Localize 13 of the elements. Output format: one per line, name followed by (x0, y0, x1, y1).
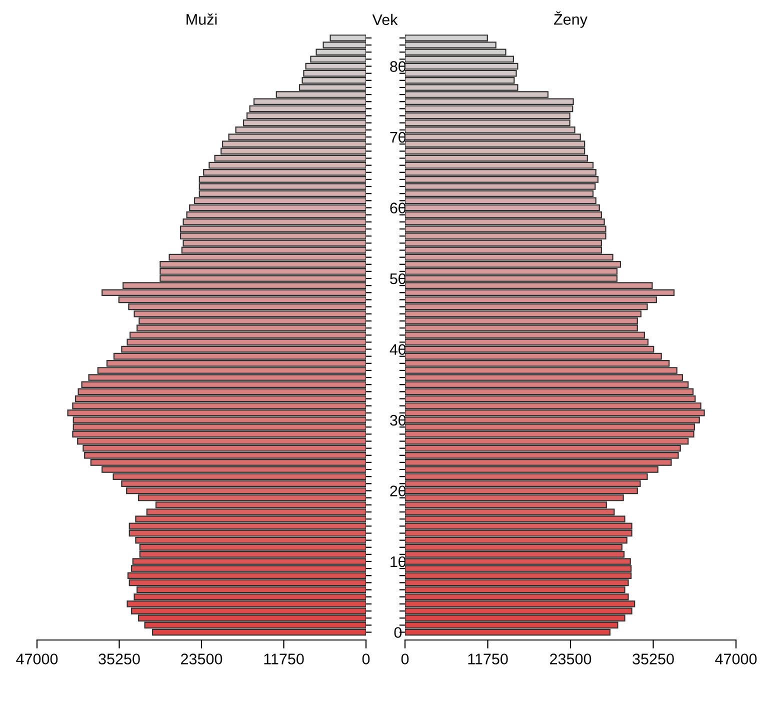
x-tick-label: 11750 (264, 654, 304, 664)
y-axis-title: Vek (372, 14, 398, 26)
x-tick-label: 23500 (550, 654, 592, 664)
x-tick-label: 11750 (468, 654, 508, 664)
x-tick-label: 23500 (181, 654, 222, 664)
x-tick-label: 47000 (715, 654, 757, 664)
x-tick-label: 47000 (16, 654, 58, 664)
x-tick-label: 35250 (98, 654, 140, 664)
y-tick-label: 0 (394, 627, 402, 638)
x-tick-label: 0 (362, 654, 370, 664)
chart-title: Ženy (554, 11, 588, 28)
x-tick-label: 35250 (632, 654, 674, 664)
chart-title: Muži (186, 14, 217, 25)
